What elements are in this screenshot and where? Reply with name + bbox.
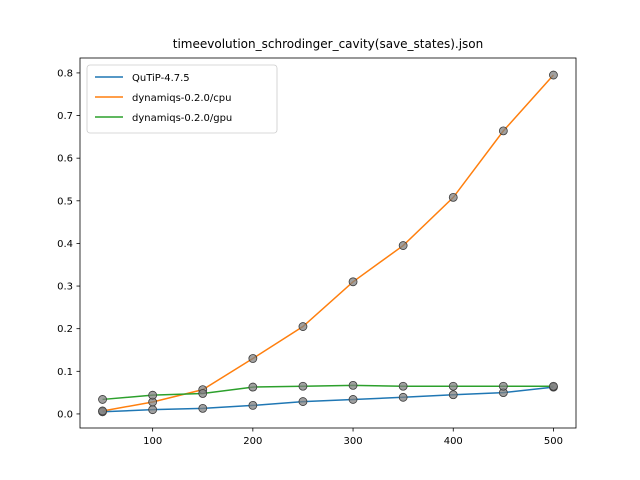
series-2-point xyxy=(498,381,508,391)
y-tick-label: 0.1 xyxy=(57,367,73,378)
axes: 100 200 300 400 500 0.0 0.1 0.2 0.3 0.4 0.5 0.6 0.7 0… xyxy=(57,68,563,447)
series-2-point xyxy=(298,381,308,391)
series-2-point xyxy=(98,395,107,404)
y-tick-label: 0.2 xyxy=(57,324,73,335)
y-tick-label: 0.8 xyxy=(57,68,73,79)
y-tick-label: 0.4 xyxy=(57,239,73,250)
series-0-point xyxy=(398,392,408,402)
chart-title: timeevolution_schrodinger_cavity(save_st… xyxy=(173,37,483,51)
legend-label: QuTiP-4.7.5 xyxy=(132,73,190,84)
series-2-point xyxy=(198,389,208,398)
series-1-point xyxy=(498,126,508,136)
y-tick-label: 0.3 xyxy=(57,282,73,293)
plot-frame xyxy=(79,57,577,429)
series-2-point xyxy=(398,381,408,391)
series-0-point xyxy=(298,397,308,406)
series-2-point xyxy=(348,380,358,390)
y-tick-label: 0.6 xyxy=(57,154,73,165)
series-2-point xyxy=(448,381,458,391)
legend-label: dynamiqs-0.2.0/gpu xyxy=(132,113,232,124)
series-0-point xyxy=(198,403,208,413)
x-tick-label: 300 xyxy=(344,436,363,447)
y-tick-label: 0.7 xyxy=(57,111,73,122)
series-2-point xyxy=(549,381,558,391)
legend: QuTiP-4.7.5 dynamiqs-0.2.0/cpu dynamiqs-0.… xyxy=(86,64,278,134)
series-2-point xyxy=(248,382,258,392)
series-1-point xyxy=(549,70,558,80)
series-line-0 xyxy=(102,386,554,413)
plot-marks xyxy=(98,70,558,417)
series-1-point xyxy=(348,277,358,287)
series-line-2 xyxy=(102,384,554,401)
series-1-point xyxy=(398,241,408,250)
series-1-point xyxy=(248,354,258,363)
y-tick-label: 0.5 xyxy=(57,196,73,207)
series-1-point xyxy=(98,406,107,416)
y-tick-label: 0.0 xyxy=(57,409,73,420)
x-tick-label: 100 xyxy=(143,436,162,447)
x-tick-label: 500 xyxy=(544,436,563,447)
legend-label: dynamiqs-0.2.0/cpu xyxy=(132,93,231,104)
series-0-point xyxy=(248,401,258,410)
series-1-point xyxy=(298,322,308,331)
series-0-point xyxy=(348,395,358,404)
x-tick-label: 200 xyxy=(243,436,262,447)
series-0-point xyxy=(448,390,458,400)
series-2-point xyxy=(148,390,158,400)
x-tick-label: 400 xyxy=(444,436,463,447)
series-line-1 xyxy=(102,74,555,412)
series-1-point xyxy=(448,192,458,202)
legend-box xyxy=(86,64,278,134)
series-0-point xyxy=(148,405,158,415)
